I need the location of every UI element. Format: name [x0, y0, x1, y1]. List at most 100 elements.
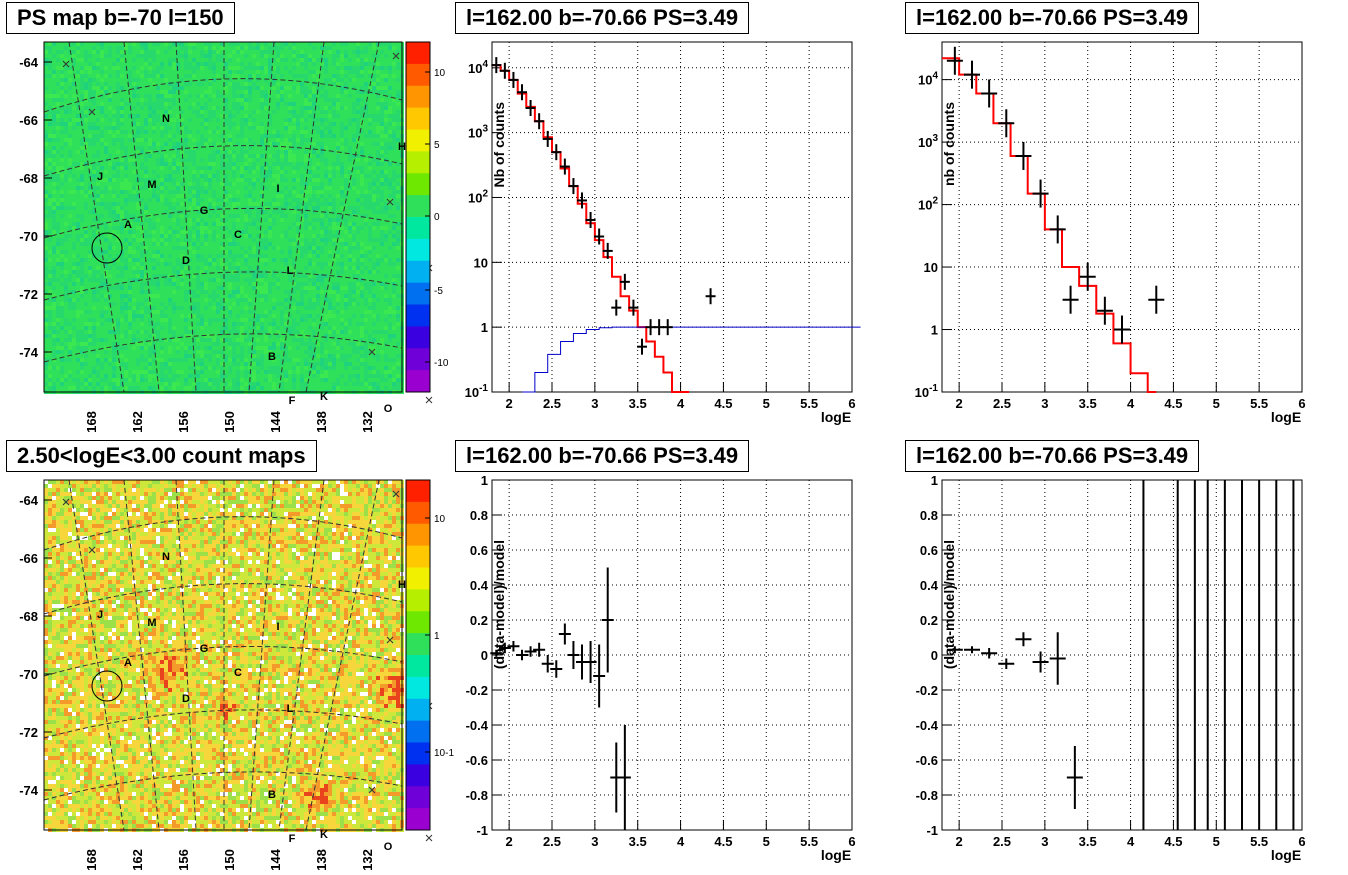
- map-x-tick-label: 132: [360, 411, 375, 433]
- y-tick-label: 1: [931, 473, 938, 488]
- colorbar-segment: [406, 326, 430, 349]
- colorbar-frame: [405, 479, 431, 831]
- y-axis-label: nb of counts: [941, 102, 957, 186]
- source-label-C: C: [234, 667, 242, 679]
- colorbar-segment: [406, 786, 430, 809]
- x-tick-label: 5: [1213, 834, 1220, 849]
- map-longitude-line: [123, 479, 160, 831]
- source-label-D: D: [182, 255, 190, 267]
- map-y-tick-label: -66: [19, 551, 38, 566]
- source-label-B: B: [268, 351, 276, 363]
- acceptance-line: [522, 326, 861, 393]
- colorbar-segment: [406, 742, 430, 765]
- colorbar-segment: [406, 633, 430, 656]
- map-longitude-line: [123, 41, 160, 393]
- map-x-tick-label: 168: [84, 849, 99, 871]
- source-label-F: F: [289, 395, 296, 407]
- map-longitude-line: [175, 479, 197, 831]
- map-x-tick-label: 132: [360, 849, 375, 871]
- x-tick-label: 3.5: [629, 396, 647, 411]
- residual2-title: l=162.00 b=-70.66 PS=3.49: [905, 440, 1200, 472]
- x-tick-label: 6: [848, 834, 855, 849]
- map-x-tick-label: 144: [268, 848, 283, 870]
- y-tick-label: 104: [918, 71, 938, 88]
- y-tick-label: 10-1: [465, 383, 489, 400]
- colorbar-segment: [406, 589, 430, 612]
- count-map: [43, 479, 433, 842]
- x-tick-label: 4: [677, 396, 685, 411]
- source-cross-marker: [88, 108, 96, 116]
- target-circle: [91, 232, 123, 264]
- colorbar-segment: [406, 238, 430, 262]
- x-axis-label: logE: [1271, 847, 1301, 863]
- x-tick-label: 2: [956, 396, 963, 411]
- source-label-L: L: [287, 703, 294, 715]
- source-label-H: H: [398, 579, 406, 591]
- colorbar-tick-label: 10-1: [434, 748, 454, 759]
- map-x-tick-label: 144: [268, 410, 283, 432]
- colorbar-tick-label: 0: [434, 212, 440, 223]
- y-tick-label: 103: [468, 124, 488, 141]
- y-tick-label: -0.6: [466, 753, 488, 768]
- map-x-tick-label: 168: [84, 411, 99, 433]
- map1-title: PS map b=-70 l=150: [6, 2, 235, 34]
- map-longitude-line: [68, 41, 125, 393]
- y-tick-label: 0.2: [470, 613, 488, 628]
- map-latitude-line: [43, 771, 403, 801]
- source-label-K: K: [320, 829, 328, 841]
- map-x-tick-label: 138: [314, 849, 329, 871]
- x-tick-label: 5: [763, 396, 770, 411]
- colorbar-segment: [406, 698, 430, 722]
- colorbar-segment: [406, 501, 430, 525]
- colorbar-segment: [406, 129, 430, 152]
- source-label-L: L: [287, 265, 294, 277]
- colorbar-segment: [406, 370, 430, 393]
- source-label-K: K: [320, 391, 328, 403]
- colorbar-segment: [406, 720, 430, 743]
- source-label-A: A: [124, 657, 132, 669]
- y-tick-label: 10: [474, 255, 488, 270]
- source-label-B: B: [268, 789, 276, 801]
- y-tick-label: -0.2: [916, 683, 938, 698]
- colorbar-segment: [406, 107, 430, 130]
- map-longitude-line: [278, 41, 325, 393]
- colorbar-tick-label: 1: [434, 631, 440, 642]
- source-label-O: O: [384, 841, 393, 853]
- source-label-C: C: [234, 229, 242, 241]
- x-tick-label: 5.5: [800, 834, 818, 849]
- y-tick-label: 1: [931, 323, 938, 338]
- map-longitude-line: [68, 479, 125, 831]
- colorbar-segment: [406, 523, 430, 547]
- source-label-H: H: [398, 141, 406, 153]
- y-tick-label: 103: [918, 133, 938, 150]
- map-y-tick-label: -68: [19, 609, 38, 624]
- map-x-tick-label: 156: [176, 411, 191, 433]
- colorbar-segment: [406, 260, 430, 284]
- map-x-tick-label: 156: [176, 849, 191, 871]
- source-cross-marker: [62, 60, 70, 68]
- y-axis-label: Nb of counts: [491, 102, 507, 188]
- y-tick-label: 0.4: [920, 578, 939, 593]
- map2-title: 2.50<logE<3.00 count maps: [6, 440, 317, 472]
- map-y-tick-label: -68: [19, 171, 38, 186]
- colorbar-segment: [406, 545, 430, 568]
- map-latitude-line: [43, 78, 403, 113]
- x-tick-label: 4: [677, 834, 685, 849]
- map-x-tick-label: 150: [222, 411, 237, 433]
- plot-frame: [491, 41, 853, 393]
- y-tick-label: -0.6: [916, 753, 938, 768]
- colorbar-segment: [406, 611, 430, 634]
- source-cross-marker: [386, 636, 394, 644]
- y-tick-label: 10-1: [915, 383, 939, 400]
- map-latitude-line: [43, 709, 403, 739]
- x-tick-label: 3: [1041, 396, 1048, 411]
- x-tick-label: 4.5: [1164, 834, 1182, 849]
- x-tick-label: 2: [506, 396, 513, 411]
- map-longitude-line: [248, 479, 275, 831]
- source-cross-marker: [425, 834, 433, 842]
- colorbar-segment: [406, 195, 430, 218]
- colorbar-frame: [405, 41, 431, 393]
- source-label-N: N: [162, 113, 170, 125]
- x-tick-label: 5: [763, 834, 770, 849]
- x-tick-label: 6: [848, 396, 855, 411]
